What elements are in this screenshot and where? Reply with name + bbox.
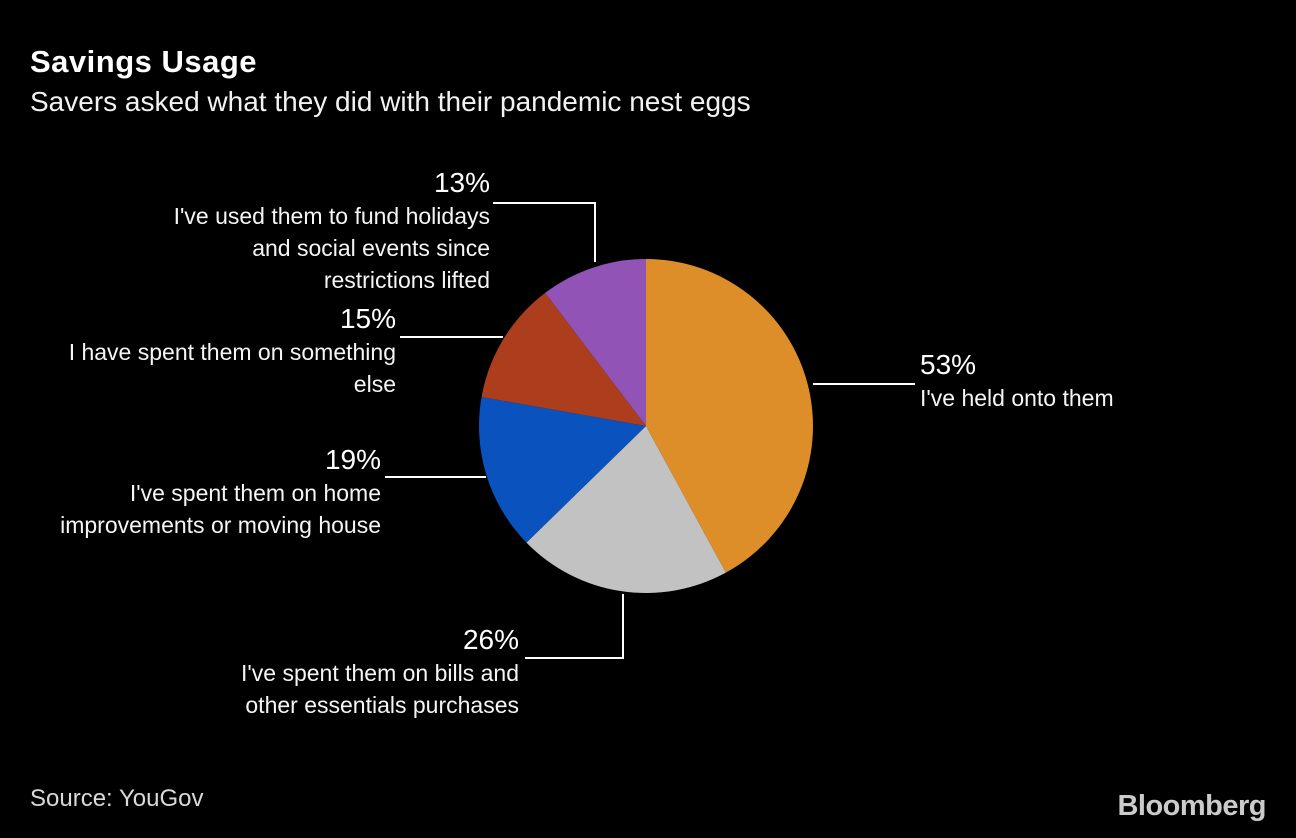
pie-slice-26 xyxy=(526,426,726,594)
pie-label-53: 53% I've held onto them xyxy=(920,348,1114,414)
pie-label-15: 15% I have spent them on something else xyxy=(69,302,396,400)
pie-label-53-text: I've held onto them xyxy=(920,385,1114,411)
pie-label-26-text: I've spent them on bills and other essen… xyxy=(241,660,519,718)
pie-label-15-pct: 15% xyxy=(339,303,396,334)
pie-slices xyxy=(479,259,813,594)
leader-line-26 xyxy=(525,594,624,659)
pie-slice-15 xyxy=(481,292,646,426)
pie-label-13-pct: 13% xyxy=(433,167,490,198)
pie-slice-53 xyxy=(646,259,813,573)
pie-slice-19 xyxy=(479,397,646,543)
leader-lines xyxy=(385,202,915,659)
pie-label-13: 13% I've used them to fund holidays and … xyxy=(174,166,490,296)
pie-label-19-text: I've spent them on home improvements or … xyxy=(60,480,381,538)
bloomberg-logo: Bloomberg xyxy=(1117,790,1266,822)
pie-label-19-pct: 19% xyxy=(324,444,381,475)
pie-label-26-pct: 26% xyxy=(462,624,519,655)
leader-line-13 xyxy=(493,202,596,262)
chart-subtitle: Savers asked what they did with their pa… xyxy=(30,86,751,117)
pie-label-13-text: I've used them to fund holidays and soci… xyxy=(173,203,490,293)
pie-label-53-pct: 53% xyxy=(920,349,977,380)
chart-title: Savings Usage xyxy=(30,44,258,79)
pie-label-19: 19% I've spent them on home improvements… xyxy=(60,443,381,541)
source-text: Source: YouGov xyxy=(30,785,204,812)
pie-label-15-text: I have spent them on something else xyxy=(68,339,396,397)
pie-slice-13 xyxy=(545,259,646,426)
pie-label-26: 26% I've spent them on bills and other e… xyxy=(241,623,519,721)
